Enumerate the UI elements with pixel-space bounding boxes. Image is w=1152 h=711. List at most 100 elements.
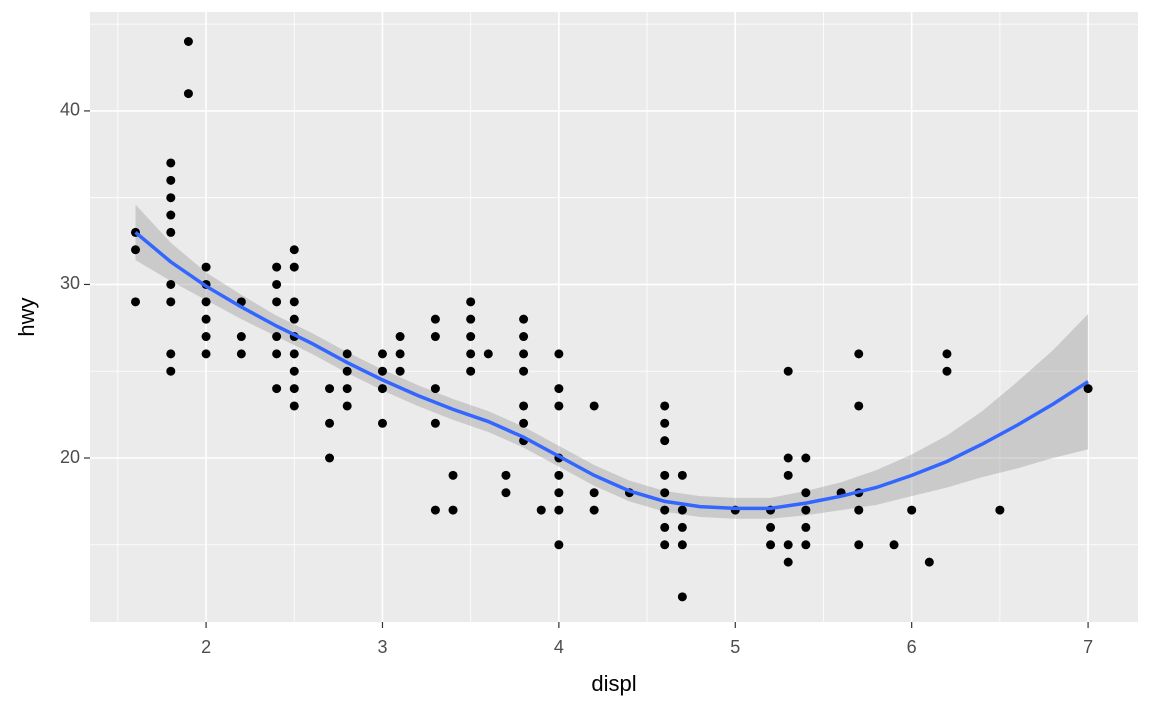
point [448,470,458,480]
point [395,332,405,342]
point [342,349,352,359]
x-tick-label: 6 [907,637,917,657]
point [589,488,599,498]
point [377,384,387,394]
panel [90,12,1138,622]
y-tick-label: 30 [60,273,80,293]
point [272,349,282,359]
point [854,349,864,359]
point [589,401,599,411]
point [166,175,176,185]
point [430,505,440,515]
point [430,314,440,324]
point [325,418,335,428]
point [554,349,564,359]
point [201,349,211,359]
point [166,227,176,237]
point [483,349,493,359]
point [466,314,476,324]
x-axis-label: displ [591,671,636,696]
point [660,436,670,446]
point [554,540,564,550]
point [236,349,246,359]
point [854,505,864,515]
point [166,158,176,168]
point [131,245,141,255]
point [377,366,387,376]
point [183,89,193,99]
point [201,297,211,307]
point [289,262,299,272]
point [166,349,176,359]
point [783,453,793,463]
point [466,349,476,359]
point [501,488,511,498]
point [766,522,776,532]
point [783,470,793,480]
point [131,297,141,307]
point [272,279,282,289]
point [677,505,687,515]
point [166,366,176,376]
point [466,297,476,307]
point [801,522,811,532]
point [1083,384,1093,394]
point [377,349,387,359]
point [942,366,952,376]
point [430,332,440,342]
point [201,262,211,272]
point [342,384,352,394]
point [677,592,687,602]
point [660,418,670,428]
point [801,453,811,463]
point [377,418,387,428]
point [166,193,176,203]
point [554,384,564,394]
point [554,505,564,515]
point [924,557,934,567]
point [519,332,529,342]
point [766,540,776,550]
point [201,314,211,324]
y-axis-label: hwy [14,297,39,336]
y-tick-label: 40 [60,100,80,120]
point [801,488,811,498]
point [325,384,335,394]
point [660,401,670,411]
point [519,314,529,324]
point [289,314,299,324]
point [660,540,670,550]
point [554,401,564,411]
point [519,418,529,428]
point [272,297,282,307]
point [854,401,864,411]
point [289,245,299,255]
point [466,366,476,376]
point [289,366,299,376]
point [236,332,246,342]
point [395,366,405,376]
point [289,401,299,411]
point [783,366,793,376]
point [942,349,952,359]
point [519,366,529,376]
point [554,470,564,480]
point [272,384,282,394]
point [801,505,811,515]
point [448,505,458,515]
point [430,418,440,428]
point [783,540,793,550]
point [854,540,864,550]
point [272,332,282,342]
point [589,505,599,515]
smooth-line [134,231,1090,511]
point [677,540,687,550]
point [289,384,299,394]
x-tick-label: 7 [1083,637,1093,657]
point [501,470,511,480]
point [783,557,793,567]
point [677,522,687,532]
x-tick-label: 3 [377,637,387,657]
point [554,488,564,498]
